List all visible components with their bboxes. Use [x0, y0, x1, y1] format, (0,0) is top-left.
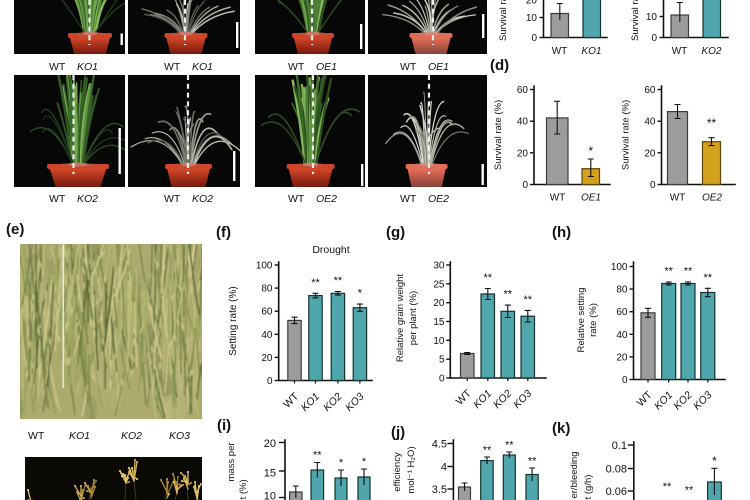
svg-text:KO1: KO1: [471, 388, 494, 411]
svg-text:**: **: [524, 294, 533, 306]
svg-text:WT: WT: [635, 389, 655, 409]
svg-text:Survival rate (%): Survival rate (%): [498, 0, 509, 41]
svg-text:0.08: 0.08: [606, 464, 627, 476]
svg-text:per plant (%): per plant (%): [408, 291, 419, 345]
svg-text:3.5: 3.5: [432, 484, 447, 496]
svg-text:OE1: OE1: [581, 193, 601, 204]
svg-text:Survival rate (%): Survival rate (%): [621, 100, 632, 170]
svg-text:Setting rate (%): Setting rate (%): [228, 286, 239, 355]
svg-text:KO3: KO3: [511, 388, 534, 411]
svg-text:WT: WT: [281, 390, 301, 410]
svg-text:KO2: KO2: [491, 388, 514, 411]
svg-text:40: 40: [261, 330, 273, 341]
svg-text:15: 15: [264, 468, 276, 480]
svg-text:Relative grain weight: Relative grain weight: [395, 274, 406, 363]
svg-text:**: **: [505, 440, 514, 452]
svg-text:80: 80: [616, 285, 628, 296]
svg-text:100: 100: [611, 262, 628, 273]
svg-text:**: **: [664, 266, 673, 278]
svg-text:Relative setting: Relative setting: [576, 288, 587, 353]
svg-text:KO1: KO1: [581, 46, 601, 57]
svg-text:10: 10: [526, 13, 538, 24]
svg-text:KO1: KO1: [652, 389, 675, 412]
svg-text:**: **: [313, 450, 322, 462]
svg-text:60: 60: [644, 85, 656, 96]
svg-text:**: **: [484, 272, 493, 284]
svg-text:*: *: [588, 144, 593, 158]
svg-text:20: 20: [433, 298, 445, 309]
svg-text:mol⁻¹ H₂O): mol⁻¹ H₂O): [406, 446, 417, 493]
svg-text:WT: WT: [552, 46, 568, 57]
svg-text:0: 0: [531, 33, 537, 44]
svg-text:**: **: [704, 272, 713, 284]
svg-text:WT: WT: [670, 193, 686, 204]
svg-text:KO2: KO2: [671, 389, 694, 412]
svg-text:0.06: 0.06: [606, 486, 627, 498]
svg-text:0.1: 0.1: [612, 440, 627, 452]
svg-text:nt (%): nt (%): [238, 479, 249, 500]
svg-text:KO1: KO1: [299, 391, 322, 414]
svg-text:0: 0: [651, 33, 657, 44]
svg-text:t (g/h): t (g/h): [583, 475, 594, 500]
svg-text:*: *: [358, 288, 363, 300]
svg-text:*: *: [712, 454, 717, 468]
svg-text:WT: WT: [454, 387, 474, 407]
svg-text:5: 5: [439, 355, 445, 366]
svg-text:mass per: mass per: [226, 442, 237, 481]
svg-text:10: 10: [433, 336, 445, 347]
svg-text:**: **: [528, 456, 537, 468]
svg-text:40: 40: [616, 330, 628, 341]
svg-text:10: 10: [264, 491, 276, 500]
svg-text:WT: WT: [672, 46, 688, 57]
svg-text:40: 40: [644, 117, 656, 128]
svg-text:10: 10: [646, 12, 658, 23]
svg-text:**: **: [707, 116, 717, 130]
svg-text:OE2: OE2: [702, 193, 722, 204]
svg-text:60: 60: [616, 307, 628, 318]
svg-text:**: **: [663, 481, 672, 493]
svg-text:**: **: [334, 275, 343, 287]
svg-text:er/bleeding: er/bleeding: [569, 451, 580, 498]
svg-text:Survival rate (%): Survival rate (%): [493, 100, 504, 170]
svg-text:KO3: KO3: [691, 389, 714, 412]
svg-text:20: 20: [644, 148, 656, 159]
svg-text:20: 20: [264, 438, 276, 450]
svg-text:80: 80: [261, 284, 273, 295]
svg-text:Survival rate (%): Survival rate (%): [630, 0, 641, 41]
svg-text:rate (%): rate (%): [588, 303, 599, 337]
svg-text:**: **: [311, 277, 320, 289]
svg-text:0: 0: [522, 180, 528, 191]
svg-text:30: 30: [433, 261, 445, 272]
svg-text:**: **: [685, 485, 694, 497]
svg-text:**: **: [684, 266, 693, 278]
svg-text:KO2: KO2: [701, 46, 721, 57]
svg-text:WT: WT: [550, 193, 566, 204]
svg-text:20: 20: [526, 0, 538, 7]
svg-text:60: 60: [517, 85, 529, 96]
svg-text:40: 40: [517, 117, 529, 128]
svg-text:20: 20: [261, 353, 273, 364]
svg-text:KO3: KO3: [343, 391, 366, 414]
svg-text:100: 100: [256, 261, 273, 272]
svg-text:**: **: [504, 289, 513, 301]
svg-text:20: 20: [616, 352, 628, 363]
svg-text:*: *: [339, 457, 344, 469]
svg-text:Drought: Drought: [312, 244, 349, 256]
svg-text:*: *: [362, 456, 367, 468]
svg-text:20: 20: [517, 148, 529, 159]
svg-text:0: 0: [650, 180, 656, 191]
svg-text:15: 15: [433, 317, 445, 328]
svg-text:0: 0: [267, 376, 273, 387]
svg-text:4.5: 4.5: [432, 439, 447, 451]
svg-text:0: 0: [439, 374, 445, 385]
svg-text:60: 60: [261, 307, 273, 318]
svg-text:**: **: [483, 445, 492, 457]
svg-text:25: 25: [433, 279, 445, 290]
svg-text:KO2: KO2: [321, 391, 344, 414]
svg-text:efficiency: efficiency: [392, 452, 403, 492]
svg-text:4: 4: [441, 462, 447, 474]
svg-text:0: 0: [622, 375, 628, 386]
